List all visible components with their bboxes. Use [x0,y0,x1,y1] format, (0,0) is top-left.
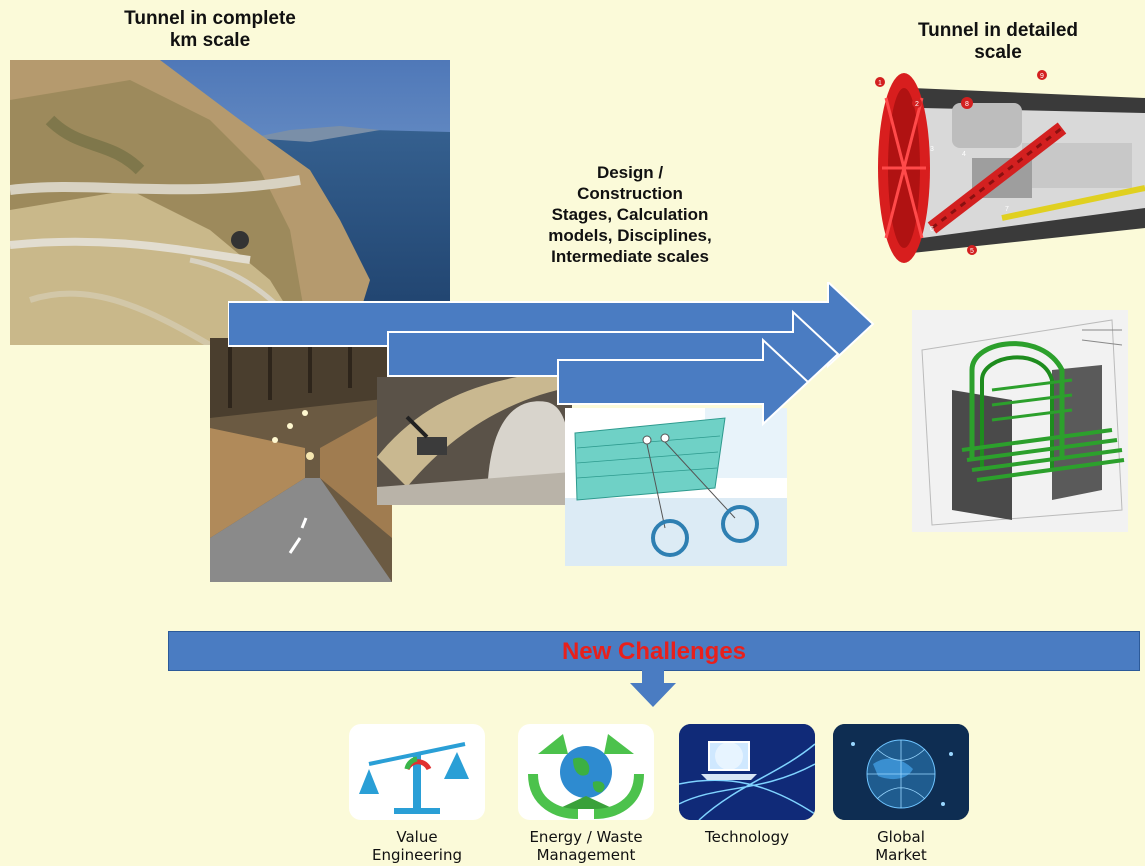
left-title: Tunnel in complete km scale [124,8,296,51]
challenge-label-technology: Technology [704,828,790,846]
callout-number: 7 [1005,206,1009,213]
callout-number: 3 [930,146,934,153]
banner-title: New Challenges [561,638,747,665]
callout-number: 5 [970,248,974,255]
down-arrow [630,669,676,707]
challenge-label-energy-waste: Energy / Waste Management [529,828,643,864]
structural-model-illustration [565,408,787,566]
tbm-cutaway-illustration: 1 2 3 4 5 6 7 8 9 [872,68,1145,263]
recycle-globe-icon [518,724,654,820]
progression-arrows [228,282,875,427]
reinforcement-3d-model [912,310,1128,532]
right-title: Tunnel in detailed scale [917,20,1079,63]
balance-scale-icon [349,724,485,820]
callout-number: 4 [962,151,966,158]
callout-number: 6 [930,226,934,233]
callout-number: 9 [1040,73,1044,80]
center-description: Design / Construction Stages, Calculatio… [548,163,712,266]
callout-number: 1 [878,80,882,87]
road-tunnel-photo [210,338,392,582]
challenge-label-value-engineering: Value Engineering [372,828,462,864]
globe-network-icon [833,724,969,820]
callout-number: 2 [915,101,919,108]
callout-number: 8 [965,101,969,108]
new-challenges-banner: New Challenges [168,631,1140,671]
laptop-network-icon [679,724,815,820]
challenge-label-global-market: Global Market [875,828,927,864]
tunnel-excavation-photo [377,377,572,505]
